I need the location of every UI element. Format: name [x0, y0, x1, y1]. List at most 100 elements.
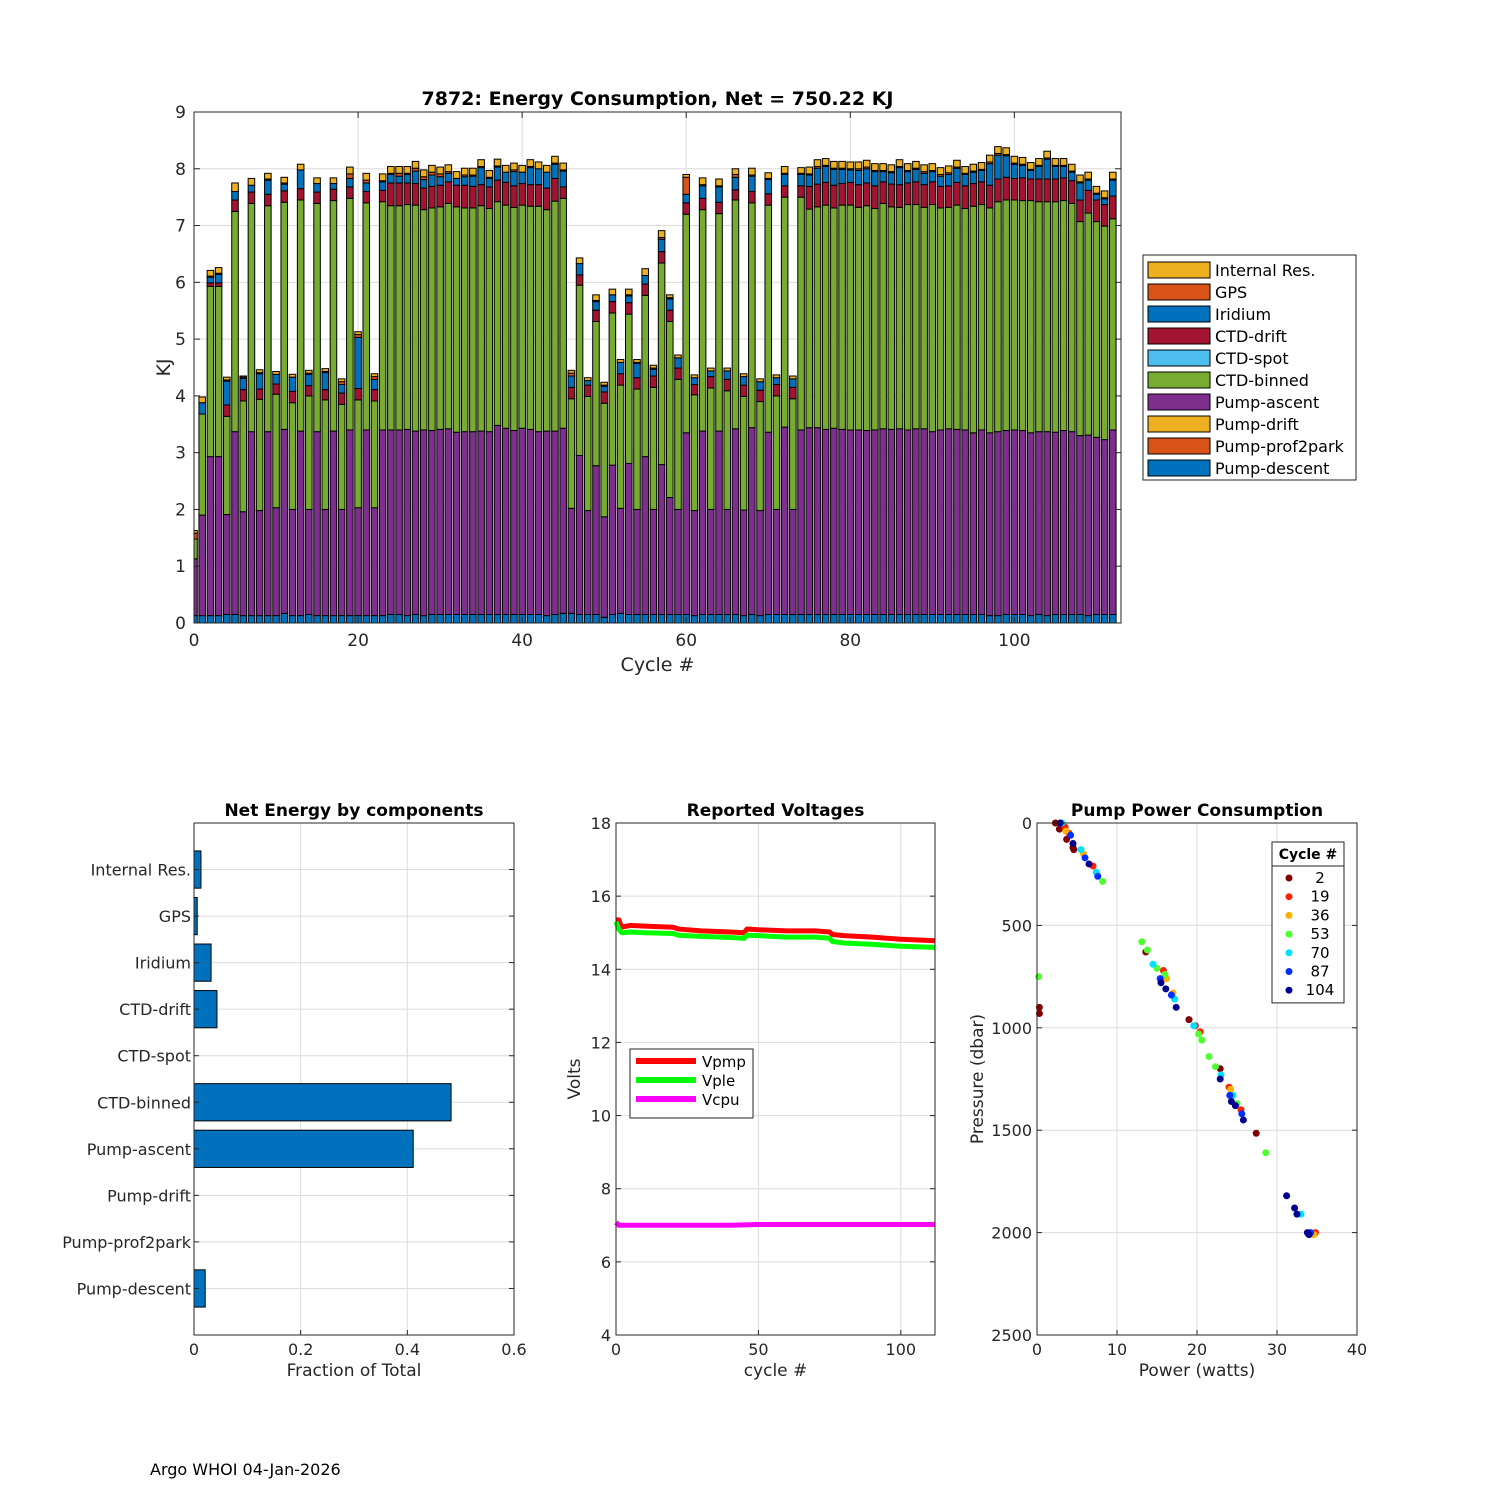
- bar-segment-ctd-drift: [223, 404, 231, 417]
- bar-segment-pump-descent: [296, 615, 305, 623]
- bar-segment-iridium: [419, 179, 428, 189]
- bar-segment-iridium: [403, 173, 412, 184]
- bar-segment-pump-ascent: [805, 427, 814, 615]
- bar-segment-iridium: [1043, 158, 1051, 180]
- scatter-point-cycle-53: [1143, 946, 1151, 954]
- bar-segment-ctd-drift: [583, 384, 592, 397]
- bar-segment-pump-descent: [944, 613, 953, 623]
- bar-segment-iridium: [206, 276, 215, 284]
- bar-segment-iridium: [625, 295, 633, 304]
- bar-segment-internal-res-: [608, 288, 617, 296]
- bar-segment-iridium: [493, 166, 502, 181]
- legend-label: Pump-prof2park: [1215, 437, 1345, 456]
- bar-segment-internal-res-: [288, 373, 297, 378]
- bar-segment-gps: [682, 176, 690, 195]
- bar-segment-ctd-drift: [862, 182, 871, 207]
- bar-segment-pump-descent: [953, 613, 961, 623]
- bar-segment-pump-descent: [862, 613, 871, 623]
- bar-segment-internal-res-: [1043, 150, 1051, 159]
- bar-segment-ctd-drift: [510, 185, 518, 208]
- bar-segment-pump-ascent: [551, 430, 559, 615]
- pump-legend-marker: [1285, 986, 1293, 994]
- bar-segment-ctd-drift: [944, 185, 953, 208]
- bar-segment-pump-ascent: [903, 429, 912, 615]
- bar-segment-pump-descent: [444, 613, 453, 623]
- components-category-label: GPS: [159, 907, 191, 926]
- bar-segment-internal-res-: [879, 163, 887, 171]
- bar-segment-ctd-drift: [1002, 176, 1010, 201]
- voltages-legend-label: Vpmp: [702, 1053, 746, 1071]
- bar-segment-iridium: [452, 177, 461, 186]
- bar-segment-iridium: [313, 183, 321, 193]
- bar-segment-ctd-binned: [887, 206, 896, 430]
- bar-segment-ctd-binned: [551, 200, 559, 432]
- bar-segment-ctd-binned: [789, 398, 797, 510]
- bar-segment-pump-descent: [854, 613, 863, 623]
- bar-segment-gps: [194, 532, 198, 540]
- bar-segment-pump-ascent: [1076, 435, 1084, 615]
- bar-segment-pump-descent: [707, 613, 715, 623]
- pump-legend-marker: [1285, 949, 1293, 957]
- bar-segment-ctd-binned: [1109, 218, 1117, 431]
- bar-segment-internal-res-: [994, 146, 1002, 154]
- bar-segment-iridium: [575, 263, 584, 276]
- bar-segment-iridium: [1026, 169, 1035, 180]
- bar-segment-pump-ascent: [567, 507, 576, 614]
- scatter-point-cycle-53: [1161, 971, 1169, 979]
- bar-segment-pump-descent: [764, 613, 773, 623]
- bar-segment-pump-ascent: [214, 456, 223, 617]
- bar-segment-pump-ascent: [280, 428, 289, 614]
- bar-segment-ctd-binned: [313, 202, 321, 433]
- bar-segment-iridium: [583, 380, 592, 386]
- bar-segment-pump-ascent: [264, 431, 272, 617]
- bar-segment-pump-ascent: [961, 429, 969, 615]
- pump-xtick-label: 40: [1347, 1340, 1367, 1359]
- legend-swatch-pump-descent: [1147, 459, 1211, 477]
- bar-segment-ctd-binned: [223, 415, 231, 516]
- bar-segment-iridium: [387, 173, 395, 184]
- bar-segment-ctd-binned: [1026, 200, 1035, 434]
- bar-segment-internal-res-: [895, 159, 904, 168]
- bar-segment-ctd-drift: [354, 388, 362, 401]
- bar-segment-pump-ascent: [493, 424, 502, 615]
- voltages-xtick-label: 0: [611, 1340, 621, 1359]
- bar-segment-pump-ascent: [707, 508, 715, 615]
- pump-legend-label: 53: [1310, 925, 1329, 943]
- bar-segment-pump-descent: [264, 615, 272, 623]
- bar-segment-ctd-drift: [551, 177, 559, 202]
- bar-segment-iridium: [1092, 193, 1101, 201]
- bar-segment-iridium: [559, 170, 567, 188]
- bar-segment-pump-ascent: [789, 508, 797, 615]
- bar-segment-iridium: [690, 377, 699, 386]
- bar-segment-ctd-binned: [1002, 199, 1010, 432]
- components-category-label: CTD-binned: [97, 1093, 191, 1112]
- components-xtick-label: 0.6: [501, 1340, 526, 1359]
- bar-segment-ctd-drift: [657, 251, 666, 264]
- pump-ytick-label: 1000: [991, 1019, 1032, 1038]
- bar-segment-iridium: [477, 167, 485, 186]
- legend-label: Pump-ascent: [1215, 393, 1319, 412]
- bar-segment-internal-res-: [887, 164, 896, 173]
- bar-segment-ctd-binned: [592, 321, 600, 467]
- bar-segment-pump-ascent: [194, 558, 198, 617]
- bar-segment-pump-descent: [1067, 613, 1076, 623]
- bar-segment-ctd-drift: [1035, 178, 1043, 203]
- bar-segment-pump-ascent: [510, 430, 518, 615]
- scatter-point-cycle-104: [1305, 1231, 1313, 1239]
- bar-segment-iridium: [518, 171, 526, 185]
- bar-segment-iridium: [674, 357, 682, 369]
- bar-segment-iridium: [1100, 198, 1109, 206]
- bar-segment-iridium: [1035, 166, 1043, 180]
- bar-segment-pump-descent: [559, 612, 567, 623]
- bar-segment-ctd-drift: [871, 185, 879, 210]
- bar-segment-pump-descent: [460, 613, 469, 623]
- bar-segment-pump-ascent: [247, 431, 256, 617]
- legend-swatch-pump-prof2park: [1147, 437, 1211, 455]
- bar-segment-iridium: [198, 402, 206, 415]
- pump-xtick-label: 20: [1187, 1340, 1207, 1359]
- bar-segment-iridium: [723, 370, 732, 380]
- bar-segment-pump-descent: [452, 613, 461, 623]
- scatter-point-cycle-87: [1238, 1110, 1246, 1118]
- bar-segment-pump-ascent: [1010, 429, 1019, 615]
- bar-segment-internal-res-: [1100, 190, 1109, 199]
